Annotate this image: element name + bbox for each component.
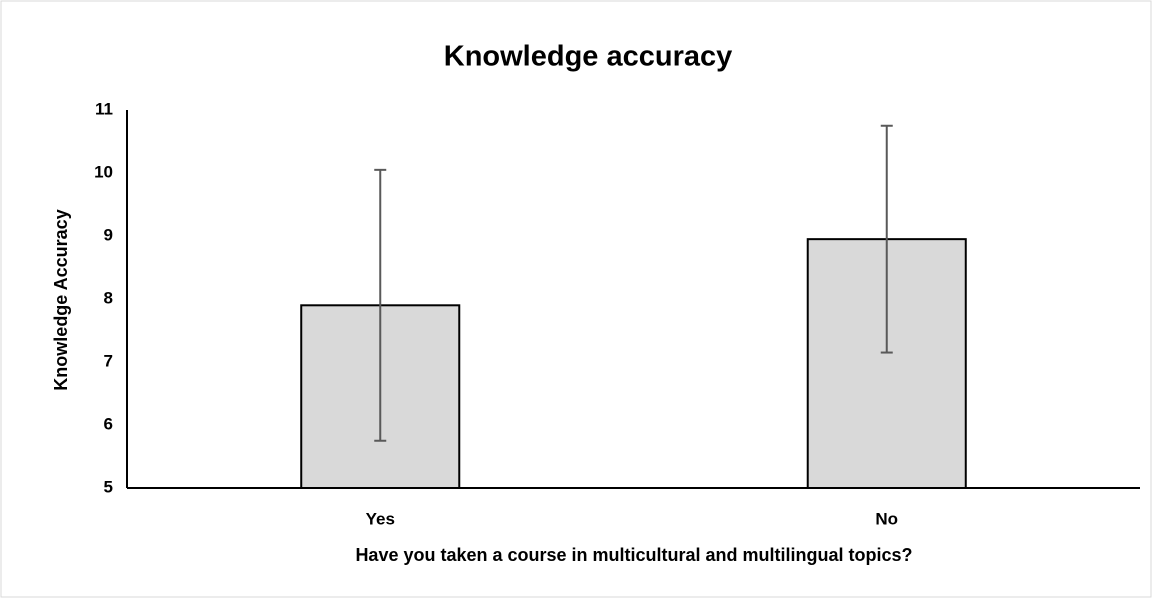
y-tick-label: 5 <box>104 477 113 496</box>
x-tick-label: No <box>875 509 898 528</box>
y-tick-label: 10 <box>94 162 113 181</box>
x-axis-label: Have you taken a course in multicultural… <box>355 545 912 565</box>
y-axis-label: Knowledge Accuracy <box>51 209 71 390</box>
chart-title: Knowledge accuracy <box>444 41 733 73</box>
y-tick-label: 6 <box>104 414 113 433</box>
x-tick-label: Yes <box>366 509 395 528</box>
y-tick-label: 8 <box>104 288 113 307</box>
y-tick-label: 7 <box>104 351 113 370</box>
y-tick-label: 11 <box>95 99 113 118</box>
y-tick-label: 9 <box>104 225 113 244</box>
